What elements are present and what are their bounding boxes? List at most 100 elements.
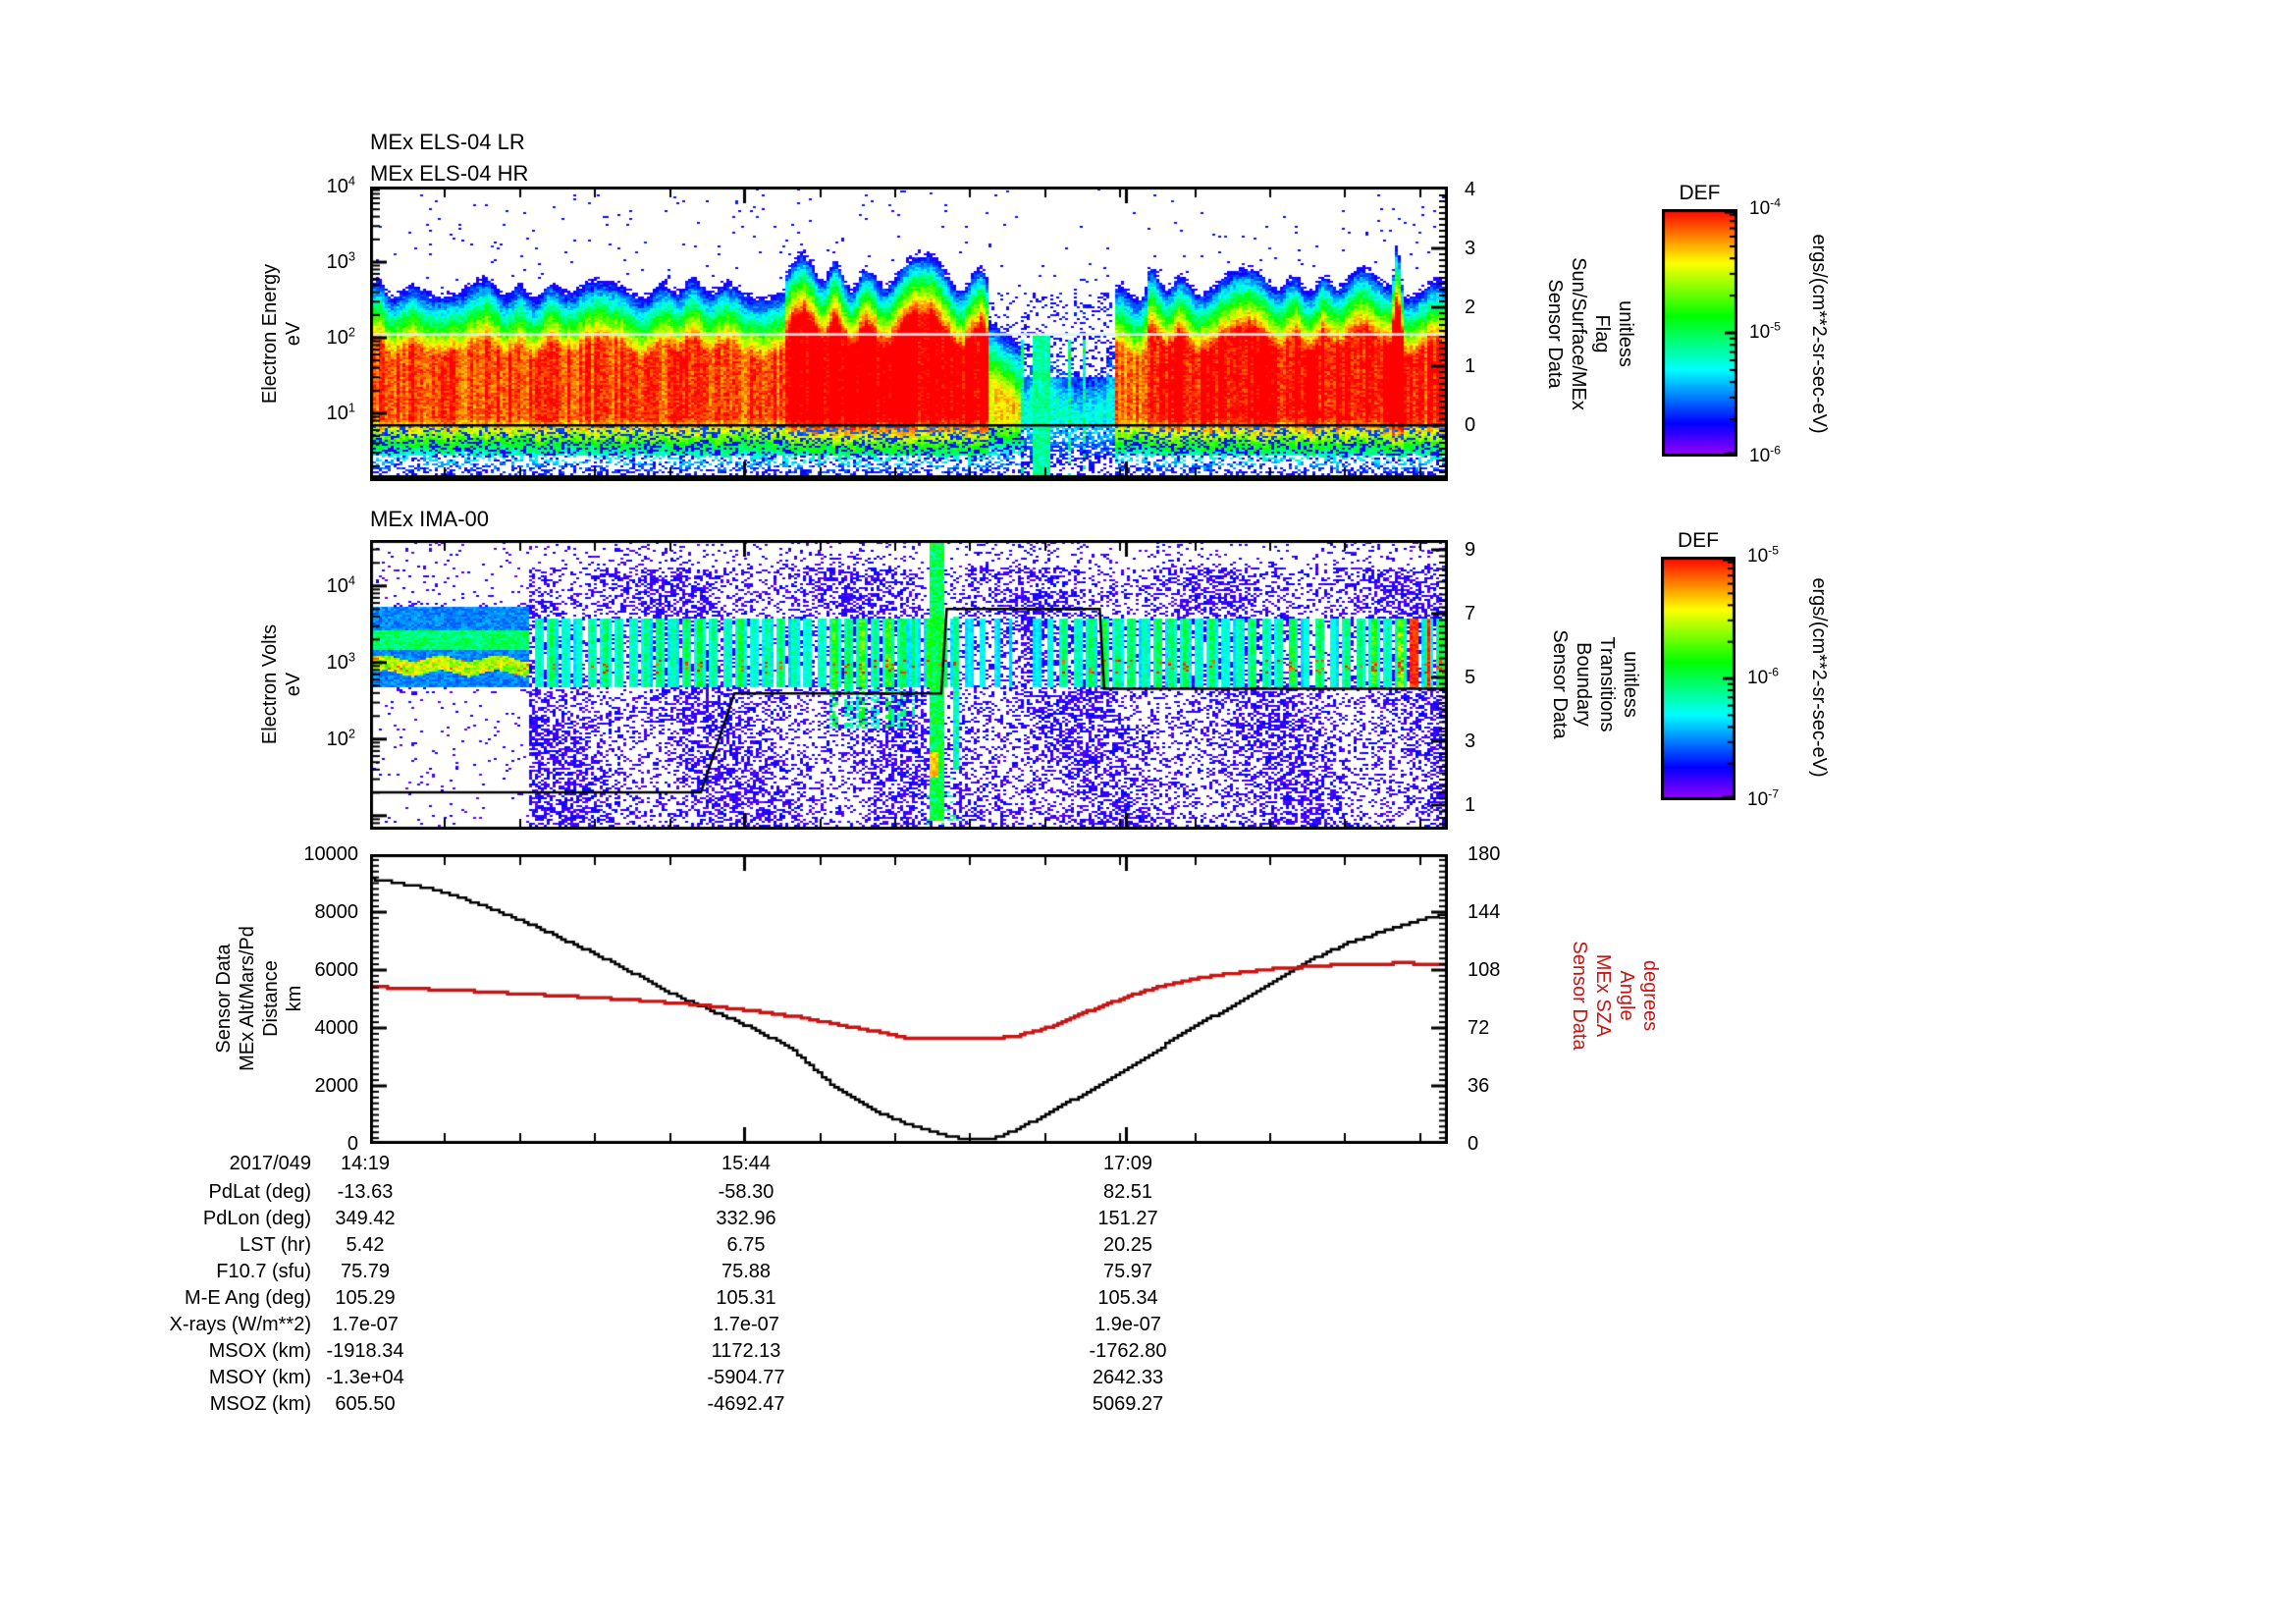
line-rtick: 144 bbox=[1468, 901, 1501, 923]
table-cell: 1.7e-07 bbox=[332, 1314, 399, 1335]
table-cell: 332.96 bbox=[716, 1208, 776, 1229]
ima-ytick: 104 bbox=[326, 572, 355, 597]
table-cell: 151.27 bbox=[1097, 1208, 1158, 1229]
line-ylabel-line: km bbox=[284, 985, 305, 1012]
table-cell: 1.9e-07 bbox=[1095, 1314, 1161, 1335]
line-ytick: 2000 bbox=[314, 1075, 359, 1097]
els-colorbar-unit: ergs/(cm**2-sr-sec-eV) bbox=[1807, 234, 1831, 433]
els-colorbar-title: DEF bbox=[1679, 182, 1721, 204]
ima-rtick: 7 bbox=[1465, 603, 1476, 624]
x-axis-time-label: 14:19 bbox=[340, 1153, 391, 1174]
line-rtick: 72 bbox=[1468, 1017, 1490, 1039]
line-rtick: 180 bbox=[1468, 843, 1501, 865]
line-ylabel-line: MEx Alt/Mars/Pd bbox=[237, 926, 258, 1071]
line-ytick: 0 bbox=[347, 1133, 358, 1155]
els-ylabel-line: eV bbox=[283, 321, 304, 347]
els-ytick: 103 bbox=[326, 248, 355, 273]
ima-right-label-line: Sensor Data bbox=[1549, 629, 1571, 739]
table-cell: 75.88 bbox=[721, 1261, 772, 1282]
line-ytick: 8000 bbox=[314, 901, 359, 923]
line-right-label-line: degrees bbox=[1639, 959, 1661, 1032]
ima-ylabel: Electron Volts eV bbox=[258, 624, 305, 744]
table-row-label: MSOZ (km) bbox=[209, 1393, 311, 1415]
x-axis-time-label: 15:44 bbox=[721, 1153, 772, 1174]
table-row-label: MSOX (km) bbox=[208, 1340, 311, 1362]
ima-right-label: unitless Transitions Boundary Sensor Data bbox=[1548, 629, 1642, 738]
table-cell: 6.75 bbox=[726, 1234, 766, 1256]
table-cell: -1762.80 bbox=[1089, 1340, 1167, 1362]
els-ylabel-line: Electron Energy bbox=[259, 263, 281, 405]
els-colorbar-unit-line: ergs/(cm**2-sr-sec-eV) bbox=[1808, 234, 1830, 434]
ima-colorbar bbox=[1661, 557, 1735, 800]
ima-right-label-line: Boundary bbox=[1573, 642, 1594, 727]
els-rtick: 4 bbox=[1465, 179, 1476, 200]
ima-title: MEx IMA-00 bbox=[370, 507, 490, 531]
table-cell: 1.7e-07 bbox=[713, 1314, 779, 1335]
line-rtick: 108 bbox=[1468, 959, 1501, 981]
table-row-label: PdLat (deg) bbox=[208, 1181, 311, 1203]
colorbar-tick: 10-6 bbox=[1747, 665, 1779, 688]
table-cell: 75.79 bbox=[340, 1261, 391, 1282]
colorbar-tick: 10-6 bbox=[1749, 443, 1781, 466]
els-right-label-line: Sensor Data bbox=[1544, 279, 1566, 389]
colorbar-tick: 10-7 bbox=[1747, 786, 1779, 810]
line-right-label-line: Angle bbox=[1616, 970, 1637, 1021]
ima-rtick: 9 bbox=[1465, 539, 1476, 561]
table-row-label: F10.7 (sfu) bbox=[216, 1261, 311, 1282]
colorbar-tick: 10-5 bbox=[1749, 319, 1781, 343]
els-rtick: 0 bbox=[1465, 414, 1476, 436]
table-cell: -4692.47 bbox=[707, 1393, 785, 1415]
line-ytick: 4000 bbox=[314, 1017, 359, 1039]
table-cell: -13.63 bbox=[337, 1181, 394, 1203]
els-ytick: 104 bbox=[326, 173, 355, 197]
line-ylabel: Sensor Data MEx Alt/Mars/Pd Distance km bbox=[212, 926, 306, 1071]
table-cell: 105.31 bbox=[716, 1287, 776, 1309]
table-row-label: M-E Ang (deg) bbox=[185, 1287, 311, 1309]
table-row-label: X-rays (W/m**2) bbox=[169, 1314, 311, 1335]
els-title-lr: MEx ELS-04 LR bbox=[370, 130, 525, 154]
els-colorbar bbox=[1662, 209, 1737, 457]
line-ylabel-line: Sensor Data bbox=[213, 944, 235, 1054]
ima-colorbar-title: DEF bbox=[1678, 529, 1719, 552]
ima-right-label-line: unitless bbox=[1620, 651, 1641, 718]
ima-spectrogram bbox=[370, 540, 1448, 830]
x-axis-date: 2017/049 bbox=[229, 1153, 311, 1174]
els-ytick: 101 bbox=[326, 400, 355, 424]
table-cell: 5.42 bbox=[346, 1234, 385, 1256]
line-right-label-line: MEx SZA bbox=[1592, 953, 1614, 1038]
els-rtick: 3 bbox=[1465, 238, 1476, 259]
line-ytick: 10000 bbox=[303, 843, 358, 865]
table-cell: 5069.27 bbox=[1092, 1393, 1164, 1415]
line-ylabel-line: Distance bbox=[260, 960, 282, 1037]
table-cell: 605.50 bbox=[335, 1393, 396, 1415]
table-cell: 105.29 bbox=[335, 1287, 396, 1309]
line-rtick: 36 bbox=[1468, 1075, 1490, 1097]
els-ytick: 102 bbox=[326, 324, 355, 349]
table-row-label: LST (hr) bbox=[240, 1234, 311, 1256]
ima-rtick: 1 bbox=[1465, 794, 1476, 816]
x-axis-time-label: 17:09 bbox=[1102, 1153, 1153, 1174]
els-title-hr: MEx ELS-04 HR bbox=[370, 161, 529, 186]
line-rtick: 0 bbox=[1468, 1133, 1479, 1155]
colorbar-tick: 10-5 bbox=[1747, 543, 1779, 567]
ima-ytick: 102 bbox=[326, 726, 355, 750]
table-cell: -1.3e+04 bbox=[326, 1367, 404, 1388]
table-cell: -5904.77 bbox=[707, 1367, 785, 1388]
line-right-label: degrees Angle MEx SZA Sensor Data bbox=[1568, 941, 1662, 1050]
els-right-label-line: Flag bbox=[1591, 314, 1613, 353]
els-right-label-line: unitless bbox=[1615, 300, 1636, 367]
els-rtick: 1 bbox=[1465, 355, 1476, 377]
els-right-label: unitless Flag Sun/Surface/MEx Sensor Data bbox=[1543, 257, 1637, 410]
table-cell: 2642.33 bbox=[1092, 1367, 1164, 1388]
table-cell: -1918.34 bbox=[326, 1340, 404, 1362]
table-cell: -58.30 bbox=[718, 1181, 774, 1203]
els-spectrogram bbox=[370, 187, 1448, 481]
ima-colorbar-unit-line: ergs/(cm**2-sr-sec-eV) bbox=[1808, 577, 1830, 778]
ephemeris-line-chart bbox=[370, 854, 1448, 1144]
line-right-label-line: Sensor Data bbox=[1569, 941, 1590, 1051]
table-cell: 20.25 bbox=[1102, 1234, 1153, 1256]
els-right-label-line: Sun/Surface/MEx bbox=[1568, 257, 1589, 410]
table-row-label: MSOY (km) bbox=[208, 1367, 311, 1388]
els-rtick: 2 bbox=[1465, 297, 1476, 318]
